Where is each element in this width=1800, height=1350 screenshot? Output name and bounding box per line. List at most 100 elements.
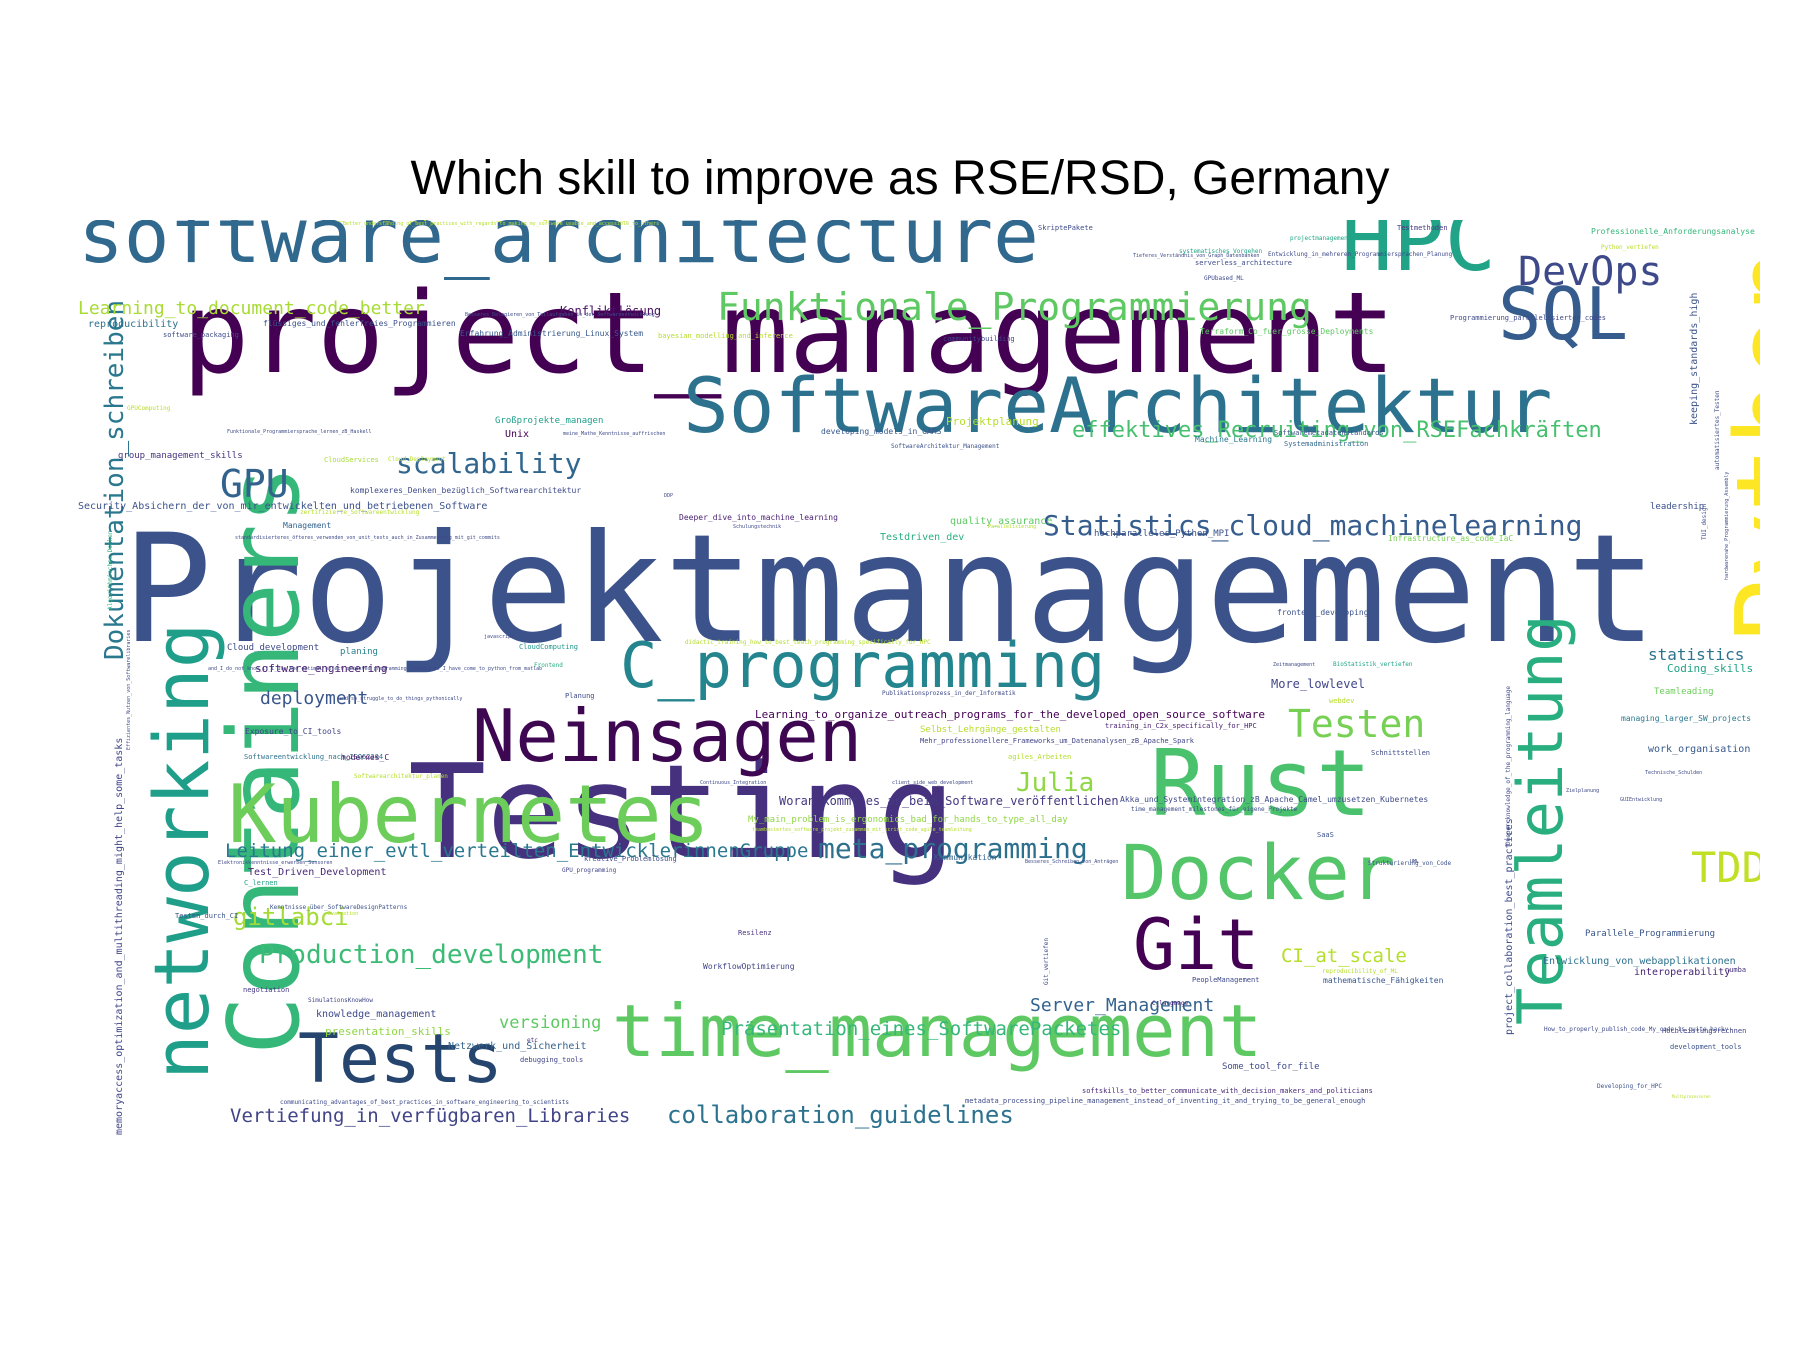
word: Hochleistungsrechnen — [1662, 1027, 1747, 1035]
word: Technische_Schulden — [1645, 770, 1703, 776]
word: and_I_do_not_know_if_I_use_the_optimal_o… — [208, 666, 543, 672]
word: deployment — [260, 688, 369, 709]
word: Python — [1712, 247, 1760, 645]
word: Security_Absichern_der_von_mir_entwickel… — [78, 501, 488, 512]
word: Kommunikation — [934, 853, 997, 862]
word: C_language — [1152, 1000, 1189, 1007]
word: Resilenz — [738, 929, 772, 937]
word: Akka_und_Systemintegration_zB_Apache_Cam… — [1120, 795, 1429, 804]
word: Testen — [1288, 702, 1426, 746]
word: hochparalleles_Python_MPI — [1094, 529, 1230, 539]
word: SimulationsKnowHow — [308, 997, 374, 1004]
word: Publikationsprozess_in_der_Informatik — [882, 690, 1016, 697]
word: training_in_C2x_specifically_for_HPC — [1105, 722, 1257, 730]
word: Exposure_to_CI_tools — [245, 727, 342, 736]
word: Continuous_Integration — [700, 780, 767, 786]
word: Programmierung_parallelisierten_codes — [1450, 314, 1606, 322]
word: Strukturierung_von_Code — [1368, 860, 1452, 867]
word: communicating_advantages_of_best_practic… — [280, 1099, 569, 1106]
word: Dokumentation_schreiben — [100, 299, 130, 660]
word: Production_development — [259, 940, 604, 970]
word: TDD — [1691, 843, 1760, 892]
word: development_tools — [1670, 1043, 1742, 1051]
word: Testdriven_dev — [880, 532, 965, 543]
word: GPUbased_ML — [1204, 275, 1244, 282]
word: SkriptePakete — [1038, 224, 1093, 232]
word: developing_models_in_GAMS — [821, 427, 942, 436]
word: Schulungstechnik — [733, 524, 782, 530]
word: Multiprozessoren — [1672, 1094, 1711, 1099]
word: Rust — [1150, 730, 1372, 837]
word: Tests — [298, 1020, 503, 1099]
word: automatisiertes_Testen — [1714, 390, 1721, 470]
word: Softwareentwicklung_nach_ISO62304 — [244, 753, 384, 761]
word: Algorithmisches_Denken — [107, 530, 114, 610]
word: Tieferes_Verständnis_von_Graph_Datenbank… — [1133, 253, 1260, 259]
word: collaboration_guidelines — [667, 1101, 1014, 1129]
word: negotiation — [243, 986, 290, 994]
word: Kenntnisse_über_SoftwareDesignPatterns — [270, 904, 408, 911]
word: Test_Driven_Development — [248, 867, 387, 878]
word: Developing_for_HPC — [1597, 1083, 1663, 1090]
word: Better_understanding_of_best_practices_w… — [343, 221, 660, 227]
word: standardisierteres_öfteres_verwenden_von… — [235, 535, 500, 541]
word: versioning — [499, 1013, 602, 1033]
word: quality_assurance — [950, 516, 1053, 527]
word: Präsentation_eines_SoftwarePacketes — [721, 1018, 1122, 1040]
word: hardwarenahe_Programmierung_Assembly — [1724, 471, 1730, 580]
word: More_lowlevel — [1271, 677, 1365, 691]
word: effektives_Recruiting_von_RSEFachkräften — [1072, 418, 1602, 443]
word: Wie_testen_man_systematisch_selbstgeschr… — [317, 220, 681, 221]
word: systematisches_Vorgehen — [1179, 248, 1263, 255]
word: presentation_skills — [325, 1025, 451, 1038]
word: Some_tool_for_file — [1222, 1062, 1320, 1072]
word: reproducibility_of_ML — [1322, 968, 1398, 975]
word: Kubernetes — [228, 768, 710, 861]
word: DDP — [664, 493, 674, 499]
word: scalability — [396, 447, 582, 480]
word: zertifizierte_Softwareentwicklung — [300, 509, 420, 516]
word: Learning_to_organize_outreach_programs_f… — [755, 708, 1265, 721]
word: javascript — [484, 634, 515, 640]
word: time_management_milestones_für_eigene_Pr… — [1131, 806, 1298, 813]
word: work_organisation — [1648, 744, 1751, 755]
word: Testmethoden — [1397, 224, 1448, 232]
word: Julia — [1016, 768, 1095, 798]
word: C_lernen — [244, 879, 278, 887]
word: komplexeres_Denken_bezüglich_Softwarearc… — [350, 486, 582, 495]
word: Großprojekte_managen — [495, 416, 604, 426]
page-title: Which skill to improve as RSE/RSD, Germa… — [410, 152, 1390, 205]
word: networking — [137, 622, 226, 1080]
word: bayesian_modelling_and_inference — [658, 332, 793, 340]
word: CloudServices — [324, 456, 379, 464]
word: etc — [527, 1037, 538, 1044]
word: projectmanagement — [1290, 235, 1352, 242]
word: Elektronikkenntnisse_erwerben_Sensoren — [218, 860, 333, 866]
word: keeping_standards_high — [1689, 292, 1700, 425]
word: Learning_to_document_code_better — [78, 298, 425, 319]
word: GPU — [220, 462, 289, 506]
word: Entwicklung_von_webapplikationen — [1543, 956, 1736, 967]
word: Planung — [565, 692, 595, 700]
word: Funktionale_Programmierung — [717, 285, 1312, 329]
word: Cloud_Deployment — [388, 456, 446, 463]
word: GPU_programming — [562, 867, 617, 874]
word: Git_vertiefen — [1043, 938, 1050, 985]
word: leadership — [1650, 502, 1705, 512]
word: reproducibility — [88, 319, 179, 330]
word: Parallelisierung — [988, 524, 1037, 530]
word: SaaS — [1317, 831, 1334, 839]
word: webdev — [1329, 697, 1355, 705]
word: planing — [340, 647, 378, 657]
word: Parallele_Programmierung — [1585, 929, 1716, 939]
word: meine_Mathe_Kenntnisse_auffrischen — [563, 431, 666, 437]
word: Effizientes_Nutzen_von_Softwarelibraries — [126, 629, 132, 750]
word: software_engineering — [255, 662, 388, 675]
word: kreative_Problemlösung — [584, 855, 677, 863]
word: software_architecture — [78, 220, 1039, 280]
word: Erfahrung_Administrierung_Linux_System — [460, 329, 644, 338]
word: flüssiges_und_fehlerfreies_Programmieren — [263, 319, 456, 328]
word: teambasiertes_software_projekt_zusammen_… — [752, 827, 972, 833]
word: Leitung_einer_evtl_verteilten_Entwickler… — [225, 840, 809, 862]
